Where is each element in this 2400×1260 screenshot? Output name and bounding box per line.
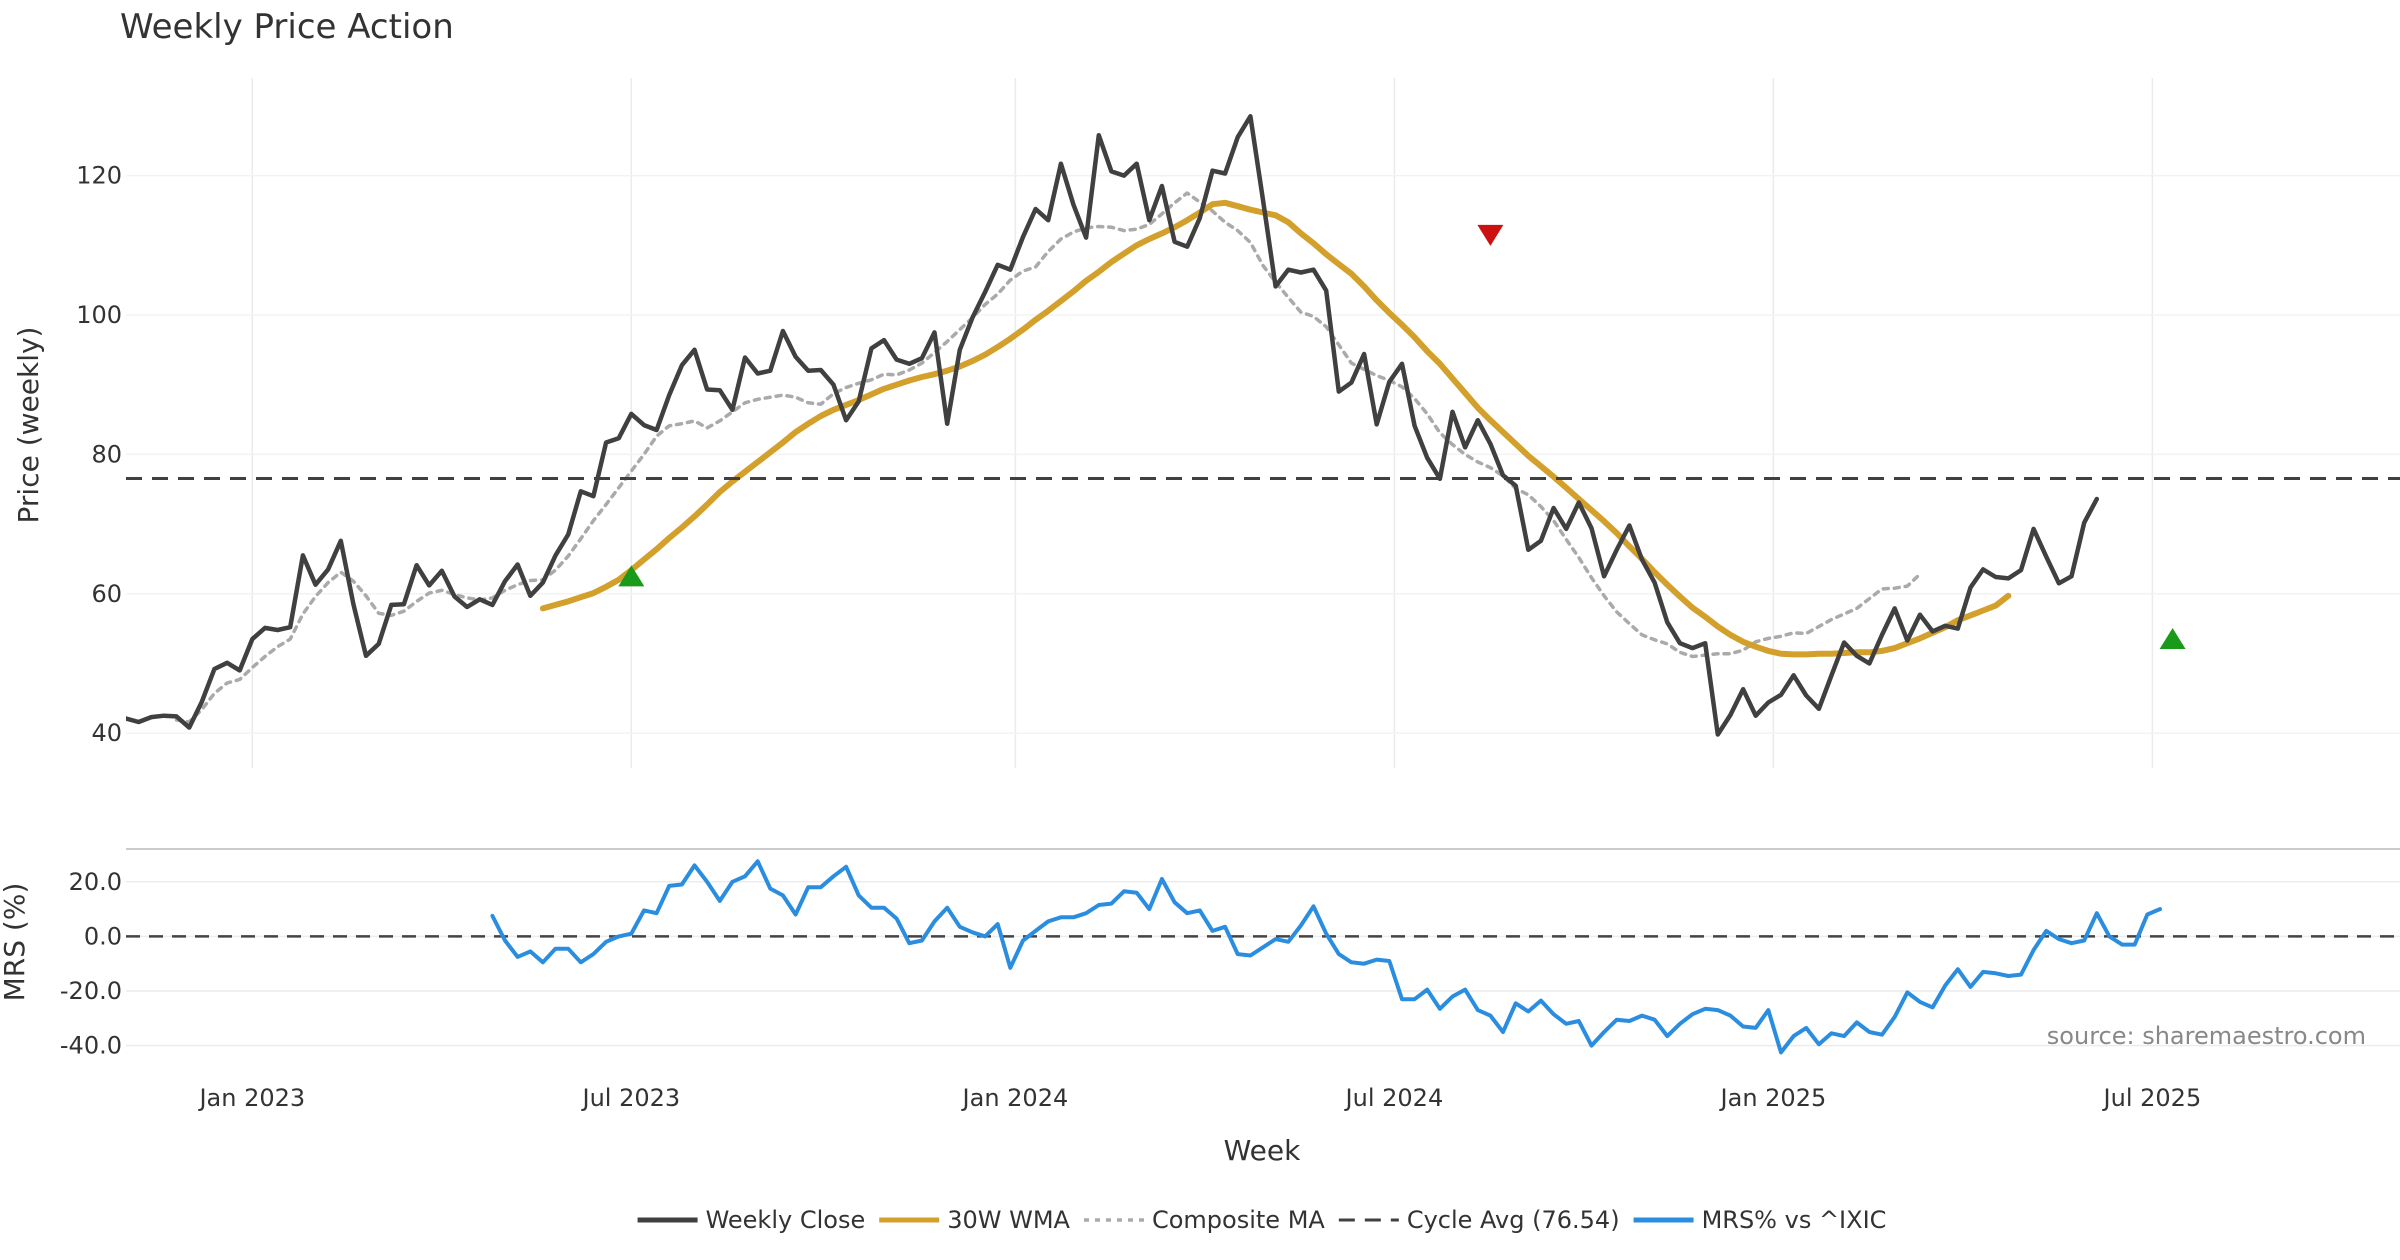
- x-tick-2: Jan 2024: [961, 1084, 1069, 1112]
- price-y-tick-3: 100: [76, 301, 122, 329]
- legend-label-30w-wma: 30W WMA: [947, 1206, 1070, 1234]
- chart-title: Weekly Price Action: [120, 7, 454, 47]
- price-y-tick-0: 40: [91, 719, 122, 747]
- legend-label-cycle-avg-76-54: Cycle Avg (76.54): [1407, 1206, 1620, 1234]
- series-composite-ma-line: [174, 191, 1922, 724]
- legend-label-weekly-close: Weekly Close: [706, 1206, 866, 1234]
- x-axis-label: Week: [1224, 1134, 1301, 1167]
- x-tick-3: Jul 2024: [1344, 1084, 1444, 1112]
- series-weekly-close-line: [126, 114, 2100, 737]
- series-mrs-vs-ixic-line: [490, 859, 2162, 1055]
- mrs-y-tick-3: -40.0: [60, 1032, 122, 1060]
- series-30w-wma-line: [539, 199, 2012, 658]
- price-y-axis-label: Price (weekly): [12, 327, 45, 524]
- series-layer: [126, 114, 2400, 1055]
- buy-signal-marker-0: [618, 565, 645, 587]
- signal-markers: [618, 224, 2186, 650]
- x-tick-0: Jan 2023: [197, 1084, 305, 1112]
- price-y-tick-4: 120: [76, 162, 122, 190]
- price-y-tick-2: 80: [91, 440, 122, 468]
- legend-label-mrs-vs-ixic: MRS% vs ^IXIC: [1702, 1206, 1887, 1234]
- buy-signal-marker-2: [2159, 628, 2186, 650]
- sell-signal-marker-1: [1477, 224, 1504, 246]
- price-y-ticks: 40 60 80 100 120: [76, 162, 122, 748]
- mrs-y-tick-1: 0.0: [84, 922, 122, 950]
- x-ticks: Jan 2023 Jul 2023 Jan 2024 Jul 2024 Jan 2025…: [197, 1084, 2201, 1112]
- mrs-y-tick-2: -20.0: [60, 977, 122, 1005]
- x-tick-1: Jul 2023: [580, 1084, 680, 1112]
- mrs-y-ticks: 20.0 0.0 -20.0 -40.0: [60, 868, 122, 1060]
- legend-label-composite-ma: Composite MA: [1152, 1206, 1325, 1234]
- mrs-y-axis-label: MRS (%): [0, 883, 31, 1002]
- price-panel-grid: [126, 78, 2400, 768]
- mrs-y-tick-0: 20.0: [69, 868, 122, 896]
- legend: Weekly Close 30W WMA Composite MA Cycle Avg…: [637, 1206, 1887, 1234]
- x-tick-5: Jul 2025: [2102, 1084, 2202, 1112]
- source-note: source: sharemaestro.com: [2047, 1022, 2366, 1050]
- price-y-tick-1: 60: [91, 580, 122, 608]
- x-tick-4: Jan 2025: [1719, 1084, 1827, 1112]
